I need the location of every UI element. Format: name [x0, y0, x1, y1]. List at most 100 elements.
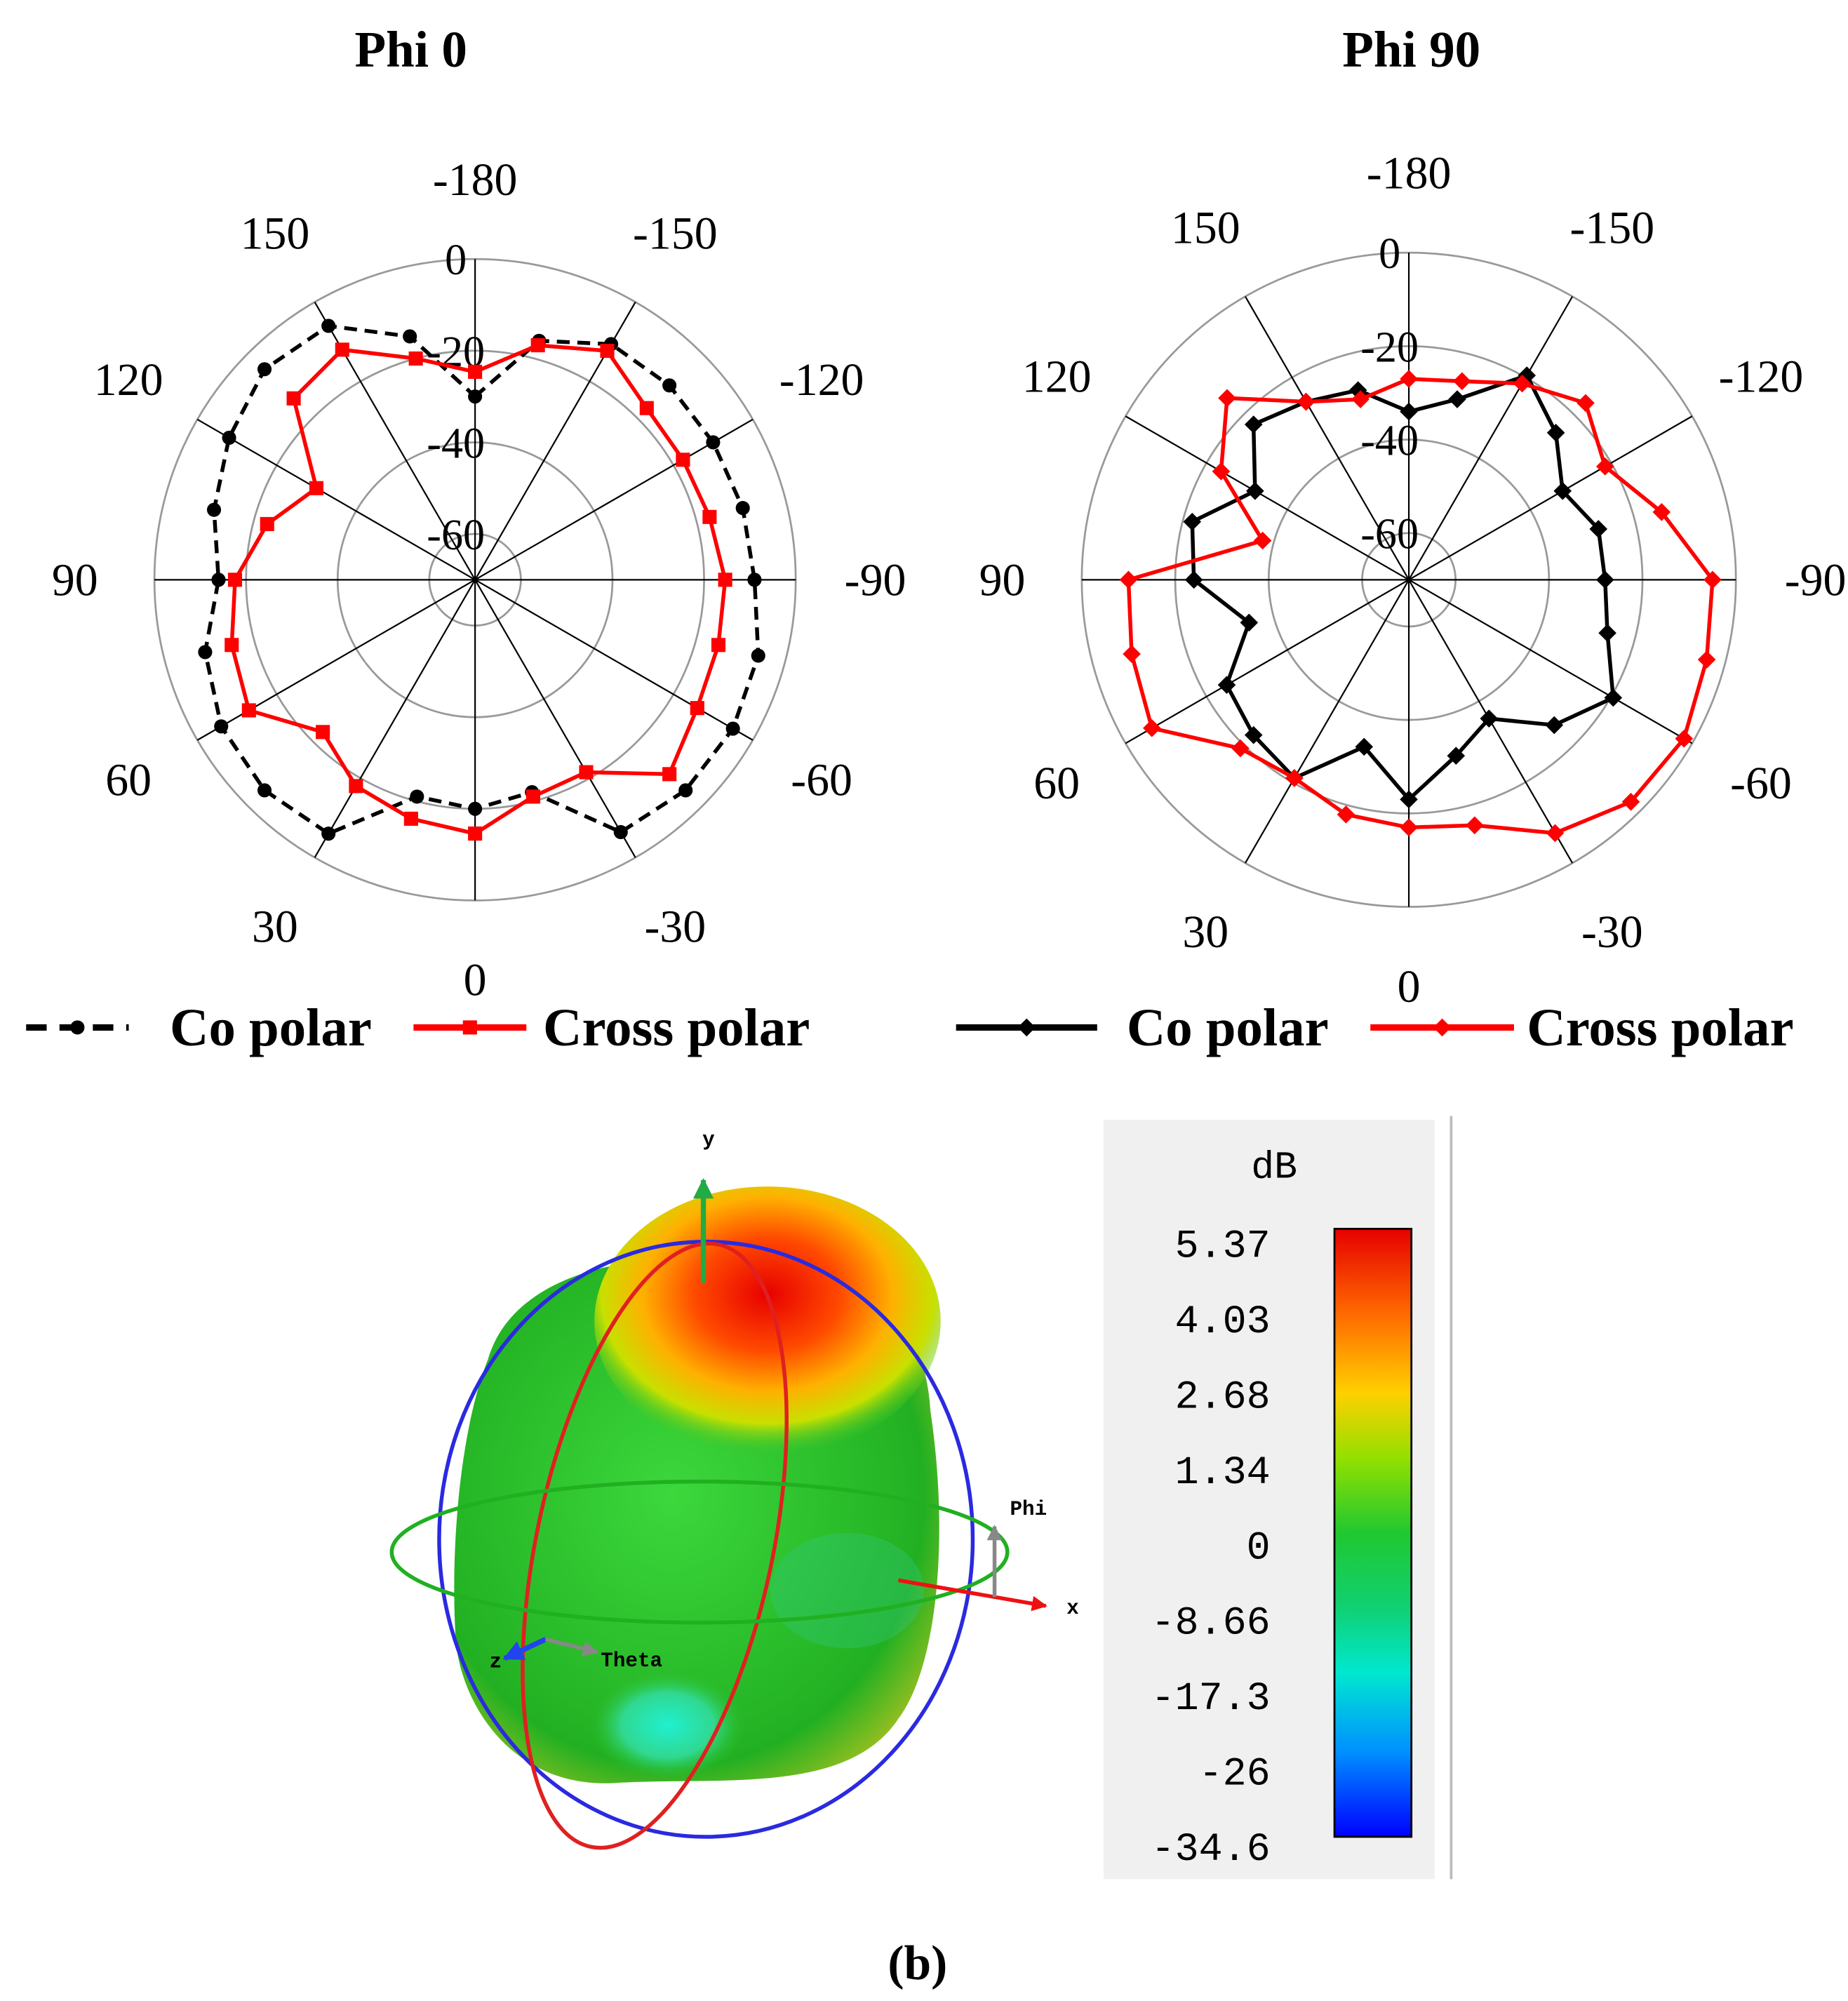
colorbar-label: 5.37 [1175, 1225, 1271, 1270]
radial-tick-label: -40 [427, 420, 485, 467]
grid-spoke [1408, 296, 1574, 580]
marker [227, 573, 243, 587]
marker [1218, 389, 1236, 408]
pattern-hotspot [594, 1186, 941, 1457]
marker [1595, 570, 1614, 589]
chart-title: Phi 90 [1342, 21, 1480, 78]
grid-spoke [1408, 579, 1693, 744]
marker [702, 509, 717, 524]
marker [639, 401, 654, 415]
grid-spoke [1125, 415, 1410, 581]
angle-tick-label: -90 [845, 554, 906, 605]
marker [70, 1020, 85, 1035]
ring-red [521, 1241, 789, 1850]
grid-spoke [196, 418, 476, 581]
marker [662, 767, 677, 782]
marker [1017, 1018, 1036, 1037]
legend-label: Co polar [1127, 998, 1329, 1057]
marker [462, 1020, 477, 1035]
marker [260, 516, 274, 531]
colorbar-label: -8.66 [1151, 1602, 1271, 1647]
marker [408, 351, 423, 366]
axis-z [502, 1637, 547, 1661]
angle-tick-label: 0 [1398, 961, 1421, 1012]
marker [198, 645, 213, 660]
angle-tick-label: -180 [433, 154, 518, 206]
marker [751, 648, 765, 663]
marker [1448, 390, 1466, 408]
marker [1351, 390, 1370, 408]
marker [403, 811, 418, 826]
marker [1355, 737, 1374, 756]
marker [286, 391, 301, 406]
radial-tick-label: 0 [1379, 230, 1400, 278]
marker [678, 783, 693, 798]
marker [1466, 816, 1484, 835]
angle-tick-label: -60 [1730, 758, 1792, 809]
angle-tick-label: 150 [241, 208, 310, 259]
legend-label: Co polar [170, 998, 372, 1057]
marker [530, 338, 545, 353]
colorbar-unit: dB [1251, 1146, 1297, 1189]
marker [1297, 392, 1315, 411]
colorbar-label: -26 [1199, 1752, 1271, 1797]
radial-tick-label: -20 [1360, 323, 1419, 371]
marker [1143, 719, 1161, 737]
marker [1246, 482, 1264, 500]
angle-tick-label: 60 [105, 754, 152, 805]
angle-tick-label: -150 [1570, 202, 1655, 253]
marker [1217, 676, 1236, 694]
grid-spoke [196, 579, 476, 741]
marker [1545, 716, 1564, 735]
marker [321, 826, 336, 841]
axis-label: z [490, 1651, 502, 1674]
marker [241, 703, 256, 718]
marker [410, 789, 424, 804]
series-line [229, 343, 728, 836]
axis-label: Theta [601, 1649, 662, 1673]
chart-title: Phi 0 [354, 21, 467, 78]
legend-label: Cross polar [1527, 998, 1793, 1057]
marker [468, 364, 483, 379]
marker [525, 789, 540, 804]
marker [211, 573, 226, 587]
marker [1576, 394, 1595, 413]
angle-tick-label: -30 [644, 901, 706, 952]
marker [1253, 531, 1272, 550]
angle-tick-label: 30 [252, 901, 298, 952]
grid-spoke [314, 579, 476, 858]
marker [1598, 624, 1616, 642]
marker [747, 573, 762, 587]
marker [600, 344, 615, 359]
radial-tick-label: 0 [445, 236, 467, 284]
angle-tick-label: -120 [779, 354, 864, 406]
pattern-3d: y x z Phi Theta [389, 1129, 1079, 1850]
marker [225, 638, 239, 652]
pattern-tint [770, 1532, 924, 1649]
colorbar-label: -34.6 [1151, 1828, 1271, 1873]
legend-label: Cross polar [543, 998, 810, 1057]
marker [725, 721, 740, 736]
marker [1231, 739, 1250, 758]
angle-tick-label: 90 [979, 554, 1026, 605]
grid-spoke [474, 418, 754, 581]
colorbar-label: 4.03 [1175, 1300, 1271, 1345]
marker [321, 319, 336, 333]
marker [468, 801, 483, 816]
marker [257, 362, 272, 377]
marker [1546, 423, 1565, 442]
marker [1119, 570, 1138, 589]
marker [349, 779, 363, 794]
marker [1447, 747, 1466, 765]
colorbar-label: -17.3 [1151, 1677, 1271, 1722]
marker [1546, 824, 1565, 843]
marker [222, 430, 236, 445]
angle-tick-label: 120 [94, 354, 163, 406]
marker [735, 501, 750, 516]
marker [1123, 645, 1141, 663]
radial-tick-label: -60 [1360, 511, 1419, 558]
angle-tick-label: -150 [633, 208, 718, 259]
angle-tick-label: -120 [1719, 352, 1804, 403]
colorbar-label: 2.68 [1175, 1375, 1271, 1420]
